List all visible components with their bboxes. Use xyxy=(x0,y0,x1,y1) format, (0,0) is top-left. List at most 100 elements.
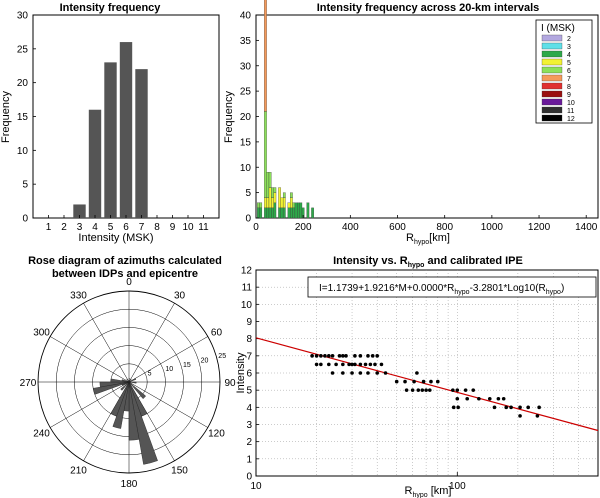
p4-ytick-9: 9 xyxy=(246,317,252,328)
p4-point-66 xyxy=(535,414,540,418)
p4-point-64 xyxy=(537,405,541,410)
p2-bar-14-i4 xyxy=(297,202,300,219)
p4-point-38 xyxy=(421,379,426,384)
p2-y-axis-label: Frequency xyxy=(223,91,235,143)
p1-xtick-1: 1 xyxy=(46,222,52,233)
legend-swatch-10 xyxy=(541,98,563,106)
p2-bar-13-i4 xyxy=(294,202,298,219)
p4-point-40 xyxy=(435,379,440,384)
rose-sector-30 xyxy=(128,378,132,383)
rose-sector-280 xyxy=(121,379,130,383)
p2-xtick-400: 400 xyxy=(342,222,359,233)
legend-label-7: 7 xyxy=(567,76,571,83)
p2-bar-11-i6 xyxy=(290,192,293,198)
rose-sector-220 xyxy=(120,381,130,391)
p2-bar-5-i5 xyxy=(271,197,274,208)
p1-ytick-0: 0 xyxy=(22,214,28,225)
p4-point-43 xyxy=(416,388,421,392)
p1-x-axis-label: Intensity (MSK) xyxy=(78,232,153,244)
legend-swatch-6 xyxy=(541,66,563,74)
eq-end: ) xyxy=(561,283,564,294)
legend-swatch-12 xyxy=(541,114,563,122)
p4-point-10 xyxy=(358,354,363,358)
p2-bar-1-i6 xyxy=(259,202,263,208)
p2-xtick-800: 800 xyxy=(436,222,453,233)
p2-bar-11-i5 xyxy=(290,197,293,208)
p2-bar-1-i4 xyxy=(259,207,263,219)
p2-bar-12-i4 xyxy=(292,207,296,219)
rose-angle-60: 60 xyxy=(211,328,223,339)
p4-point-39 xyxy=(429,379,433,384)
p4-point-3 xyxy=(323,354,327,358)
p1-ytick-15: 15 xyxy=(17,112,29,123)
rose-sector-260 xyxy=(99,381,130,388)
p1-xtick-7: 7 xyxy=(139,222,145,233)
p1-title: Intensity frequency xyxy=(60,2,162,14)
p4-point-51 xyxy=(455,396,460,401)
rose-radial-15: 15 xyxy=(183,362,191,369)
p4-xlabel-sub: hypo xyxy=(412,492,427,498)
p2-bar-2-i7 xyxy=(264,0,267,112)
p2-bar-12-i6 xyxy=(292,202,296,208)
p4-ytick-5: 5 xyxy=(246,386,252,397)
p2-bar-9-i4 xyxy=(282,207,286,219)
p1-bar-3 xyxy=(73,204,86,218)
rose-angle-210: 210 xyxy=(70,465,87,476)
p4-point-65 xyxy=(518,414,522,418)
p4-point-59 xyxy=(492,405,497,410)
p4-point-9 xyxy=(353,354,357,358)
rose-diagram-panel: Rose diagram of azimuths calculated betw… xyxy=(20,255,236,490)
p4-point-36 xyxy=(403,379,407,384)
p4-point-27 xyxy=(330,371,335,375)
p4-point-47 xyxy=(451,388,455,392)
p1-y-axis-label: Frequency xyxy=(0,91,12,143)
p2-bar-4-i6 xyxy=(268,172,272,188)
rose-sector-0 xyxy=(128,378,130,383)
p2-bar-8-i4 xyxy=(280,207,284,219)
p2-ytick-15: 15 xyxy=(240,137,252,148)
p4-point-24 xyxy=(368,362,373,367)
p2-ytick-25: 25 xyxy=(240,87,252,98)
p1-bar-7 xyxy=(135,69,148,218)
legend-label-2: 2 xyxy=(567,36,571,43)
p4-point-1 xyxy=(314,354,319,358)
p2-xtick-1200: 1200 xyxy=(528,222,551,233)
p2-bar-0-i4 xyxy=(257,207,260,219)
p4-point-37 xyxy=(412,379,416,384)
eq-sub2: hypo xyxy=(546,289,561,296)
p1-xtick-9: 9 xyxy=(170,222,176,233)
p4-point-0 xyxy=(310,354,314,358)
legend-label-8: 8 xyxy=(567,84,571,91)
p2-bar-17-i4 xyxy=(306,202,310,219)
p1-ytick-25: 25 xyxy=(17,44,29,55)
rose-sector-170 xyxy=(128,381,140,441)
p4-point-6 xyxy=(337,354,342,358)
legend-swatch-5 xyxy=(541,58,563,66)
p4-point-20 xyxy=(350,362,354,367)
p2-bar-4-i4 xyxy=(268,207,272,219)
rose-angle-0: 0 xyxy=(126,277,132,288)
p1-bar-5 xyxy=(104,62,117,218)
rose-angle-180: 180 xyxy=(121,479,138,490)
p4-point-56 xyxy=(501,396,506,401)
p4-point-49 xyxy=(463,388,468,392)
rose-sector-160 xyxy=(128,381,158,465)
p4-point-15 xyxy=(319,362,323,367)
p4-point-16 xyxy=(327,362,331,367)
p4-xlabel-main: R xyxy=(405,485,413,497)
rose-sector-320 xyxy=(126,378,130,383)
p2-bar-5-i4 xyxy=(271,207,274,219)
p4-point-18 xyxy=(341,362,345,367)
rose-sector-130 xyxy=(128,381,147,400)
p2-bar-18-i4 xyxy=(311,207,314,219)
p2-x-axis-label: Rhypo[km] xyxy=(406,232,450,246)
rose-radial-10: 10 xyxy=(165,366,173,373)
p1-xtick-11: 11 xyxy=(198,222,209,233)
p4-point-34 xyxy=(415,371,419,375)
legend-swatch-9 xyxy=(541,90,563,98)
p2-ytick-40: 40 xyxy=(240,11,252,22)
p2-bar-11-i4 xyxy=(290,207,293,219)
p2-ytick-20: 20 xyxy=(240,112,252,123)
